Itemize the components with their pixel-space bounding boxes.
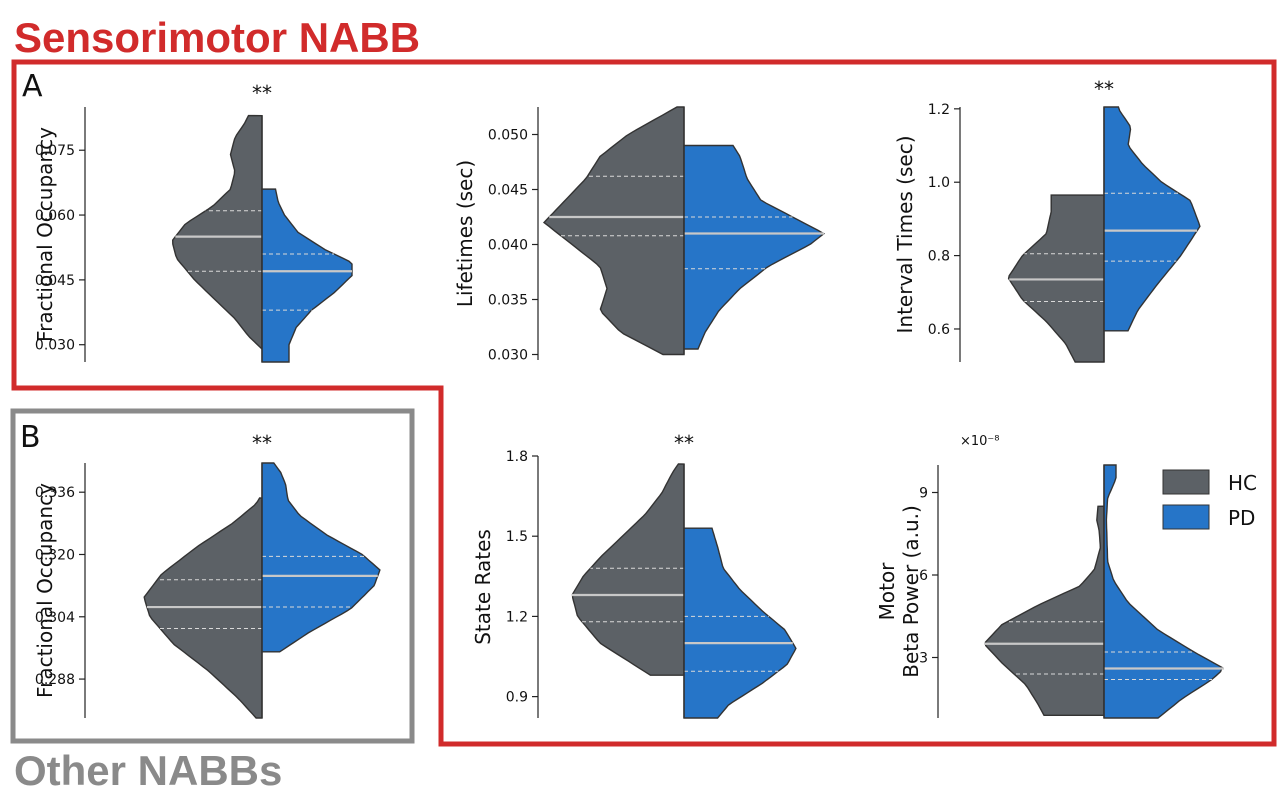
sensorimotor-box bbox=[11, 59, 1277, 747]
y-axis-label: MotorBeta Power (a.u.) bbox=[875, 505, 923, 678]
y-axis-label: Interval Times (sec) bbox=[893, 136, 917, 334]
y-tick-label: 0.336 bbox=[35, 485, 75, 501]
y-tick-label: 0.030 bbox=[35, 338, 75, 354]
violin-half-pd bbox=[683, 527, 797, 719]
y-tick-label: 0.304 bbox=[35, 610, 75, 626]
violin-plot-5: 0.9 1.2 1.5 1.8 State Rates ** bbox=[471, 431, 797, 719]
y-tick-label: 0.050 bbox=[488, 128, 528, 144]
other-nabbs-header: Other NABBs bbox=[14, 747, 282, 790]
violin-half-pd bbox=[261, 188, 353, 363]
significance-marker: ** bbox=[674, 431, 694, 455]
legend-label-pd: PD bbox=[1228, 506, 1255, 530]
y-tick-label: 1.2 bbox=[506, 609, 528, 625]
significance-marker: ** bbox=[252, 81, 272, 105]
y-tick-label: 0.040 bbox=[488, 238, 528, 254]
y-axis-label: Fractional Occupancy bbox=[33, 483, 57, 698]
y-tick-label: 0.035 bbox=[488, 293, 528, 309]
violin-half-pd bbox=[261, 462, 381, 653]
violin-half-pd bbox=[683, 144, 826, 350]
panel-b-label: B bbox=[20, 420, 41, 455]
y-tick-label: 0.9 bbox=[506, 690, 528, 706]
y-tick-label: 0.8 bbox=[928, 249, 950, 265]
violin-plot-2: 0.030 0.035 0.040 0.045 0.050 Lifetimes (sec) bbox=[453, 106, 826, 364]
y-tick-label: 9 bbox=[919, 486, 928, 502]
y-axis-label: Lifetimes (sec) bbox=[453, 160, 477, 307]
y-tick-label: 1.5 bbox=[506, 529, 528, 545]
violin-half-hc bbox=[984, 505, 1105, 717]
violin-half-pd bbox=[1103, 106, 1201, 332]
legend-swatch-pd bbox=[1162, 504, 1210, 530]
y-tick-label: 0.045 bbox=[35, 273, 75, 289]
violin-plot-6: 3 6 9 MotorBeta Power (a.u.) ×10⁻⁸ bbox=[875, 434, 1224, 719]
y-tick-label: 0.288 bbox=[35, 672, 75, 688]
y-tick-label: 6 bbox=[919, 568, 928, 584]
violin-half-hc bbox=[571, 463, 685, 676]
significance-marker: ** bbox=[252, 431, 272, 455]
y-tick-label: 3 bbox=[919, 651, 928, 667]
y-axis-label: State Rates bbox=[471, 529, 495, 645]
violin-half-hc bbox=[542, 106, 685, 356]
y-tick-label: 0.6 bbox=[928, 322, 950, 338]
violin-half-pd bbox=[1103, 464, 1223, 719]
violin-plot-3: 0.6 0.8 1.0 1.2 Interval Times (sec) ** bbox=[893, 77, 1201, 363]
y-tick-label: 0.320 bbox=[35, 547, 75, 563]
y-tick-label: 0.045 bbox=[488, 183, 528, 199]
y-tick-label: 0.075 bbox=[35, 143, 75, 159]
legend-label-hc: HC bbox=[1228, 471, 1257, 495]
legend-swatch-hc bbox=[1162, 469, 1210, 495]
y-tick-label: 1.2 bbox=[928, 102, 950, 118]
y-tick-label: 0.030 bbox=[488, 348, 528, 364]
significance-marker: ** bbox=[1094, 77, 1114, 101]
y-tick-label: 1.0 bbox=[928, 175, 950, 191]
legend: HC PD bbox=[1162, 469, 1257, 530]
y-scale-label: ×10⁻⁸ bbox=[960, 434, 1000, 449]
panel-a-label: A bbox=[22, 69, 43, 104]
y-axis-label: Fractional Occupancy bbox=[33, 127, 57, 342]
y-tick-label: 1.8 bbox=[506, 449, 528, 465]
other-nabbs-box bbox=[10, 408, 415, 744]
violin-half-hc bbox=[171, 114, 263, 350]
sensorimotor-header: Sensorimotor NABB bbox=[14, 14, 420, 61]
y-tick-label: 0.060 bbox=[35, 208, 75, 224]
